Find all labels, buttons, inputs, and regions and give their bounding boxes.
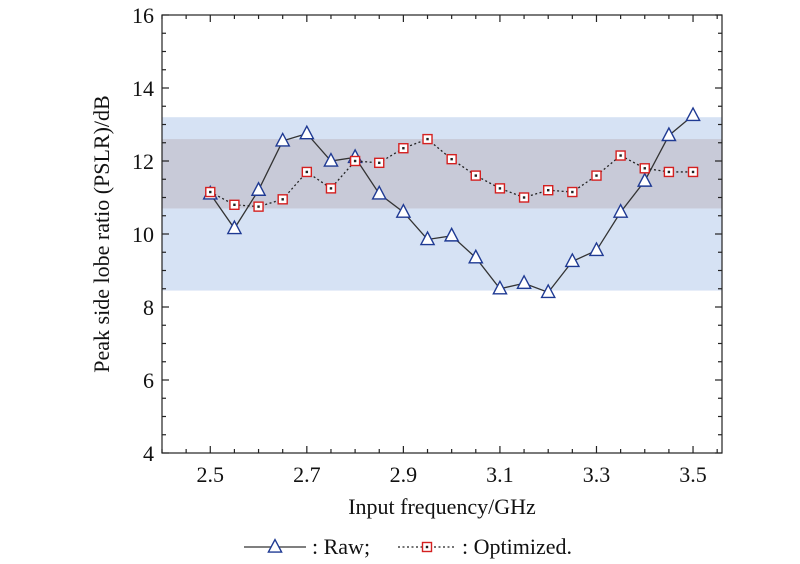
data-point [325,183,337,194]
y-tick-label: 14 [132,76,154,101]
legend-item-raw: : Raw; [244,534,370,559]
legend-marker [267,538,283,553]
axis-ticks: 2.5 2.7 2.9 3.1 3.3 3.5 4 6 8 10 12 14 16 [132,3,722,487]
legend-label: : Optimized. [462,534,572,559]
y-tick-label: 4 [143,441,154,466]
data-point [274,131,291,147]
data-point [250,181,267,196]
legend-marker [421,541,433,553]
data-point [226,219,243,235]
legend: : Raw; : Optimized. [244,534,572,559]
data-point [567,186,578,198]
data-point [395,203,412,218]
data-point [349,155,361,167]
data-point [422,133,433,145]
data-point [564,252,581,268]
band-1 [162,139,722,209]
data-point [443,226,460,242]
data-point [323,152,339,167]
x-tick-label: 2.7 [293,462,321,487]
data-point [205,186,216,198]
data-point [663,166,675,178]
x-axis-label: Input frequency/GHz [348,494,536,519]
data-point [516,274,532,290]
data-point [419,230,436,246]
data-point [518,192,530,203]
data-point [253,201,264,212]
data-point [494,183,506,194]
x-tick-label: 2.5 [197,462,225,487]
data-point [299,124,315,140]
data-point [374,157,385,169]
legend-label: : Raw; [312,534,370,559]
series-layer [202,106,701,299]
y-tick-label: 10 [132,222,154,247]
y-axis-label: Peak side lobe ratio (PSLR)/dB [89,95,114,372]
data-point [398,143,409,154]
data-point [543,184,554,196]
data-point [540,283,556,299]
data-point [371,184,388,200]
data-point [639,163,650,174]
shaded-bands [162,117,722,291]
data-point [636,172,653,187]
y-tick-label: 8 [143,295,154,320]
data-point [612,203,629,218]
x-tick-label: 3.3 [583,462,611,487]
data-point [446,153,457,165]
y-tick-label: 12 [132,149,154,174]
x-tick-label: 2.9 [390,462,418,487]
x-tick-label: 3.1 [486,462,514,487]
series-optimized [205,133,699,212]
data-point [492,279,508,295]
data-point [301,166,313,178]
data-point [615,150,626,161]
legend-item-optimized: : Optimized. [398,534,572,559]
data-point [588,241,605,257]
y-tick-label: 6 [143,368,154,393]
data-point [687,166,699,178]
data-point [229,199,240,211]
data-point [470,170,481,181]
data-point [468,248,484,264]
data-point [277,194,288,205]
data-point [685,106,701,122]
data-point [661,126,677,142]
x-tick-label: 3.5 [679,462,707,487]
data-point [591,170,602,181]
y-tick-label: 16 [132,3,154,28]
